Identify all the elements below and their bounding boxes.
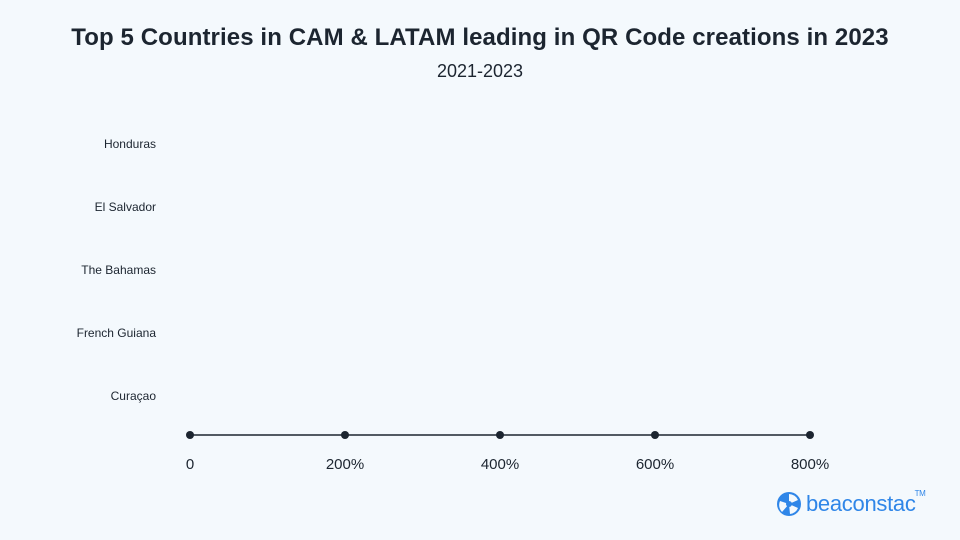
x-tick-label: 0	[186, 456, 194, 473]
logo-text: beaconstac TM	[806, 489, 926, 516]
x-tick-label: 600%	[636, 456, 674, 473]
x-tick-dot	[341, 431, 349, 439]
y-axis-labels: Honduras El Salvador The Bahamas French Gui…	[77, 137, 157, 403]
chart-subtitle: 2021-2023	[436, 61, 524, 81]
y-label-el-salvador: El Salvador	[95, 200, 156, 214]
beaconstac-logo-icon	[777, 492, 801, 516]
chart-title: Top 5 Countries in CAM & LATAM leading i…	[71, 24, 889, 51]
x-tick-label: 400%	[481, 456, 519, 473]
y-label-honduras: Honduras	[104, 137, 156, 151]
x-tick-dot	[651, 431, 659, 439]
x-tick-dot	[496, 431, 504, 439]
y-label-cura-ao: Curaçao	[111, 389, 157, 403]
x-axis-ticks: 0 200% 400% 600% 800%	[186, 431, 829, 473]
x-tick-label: 200%	[326, 456, 364, 473]
x-tick-dot	[186, 431, 194, 439]
beaconstac-logo: beaconstac TM	[776, 489, 926, 519]
y-label-french-guiana: French Guiana	[77, 326, 157, 340]
y-label-the-bahamas: The Bahamas	[81, 263, 156, 277]
x-tick-label: 800%	[791, 456, 829, 473]
x-tick-dot	[806, 431, 814, 439]
